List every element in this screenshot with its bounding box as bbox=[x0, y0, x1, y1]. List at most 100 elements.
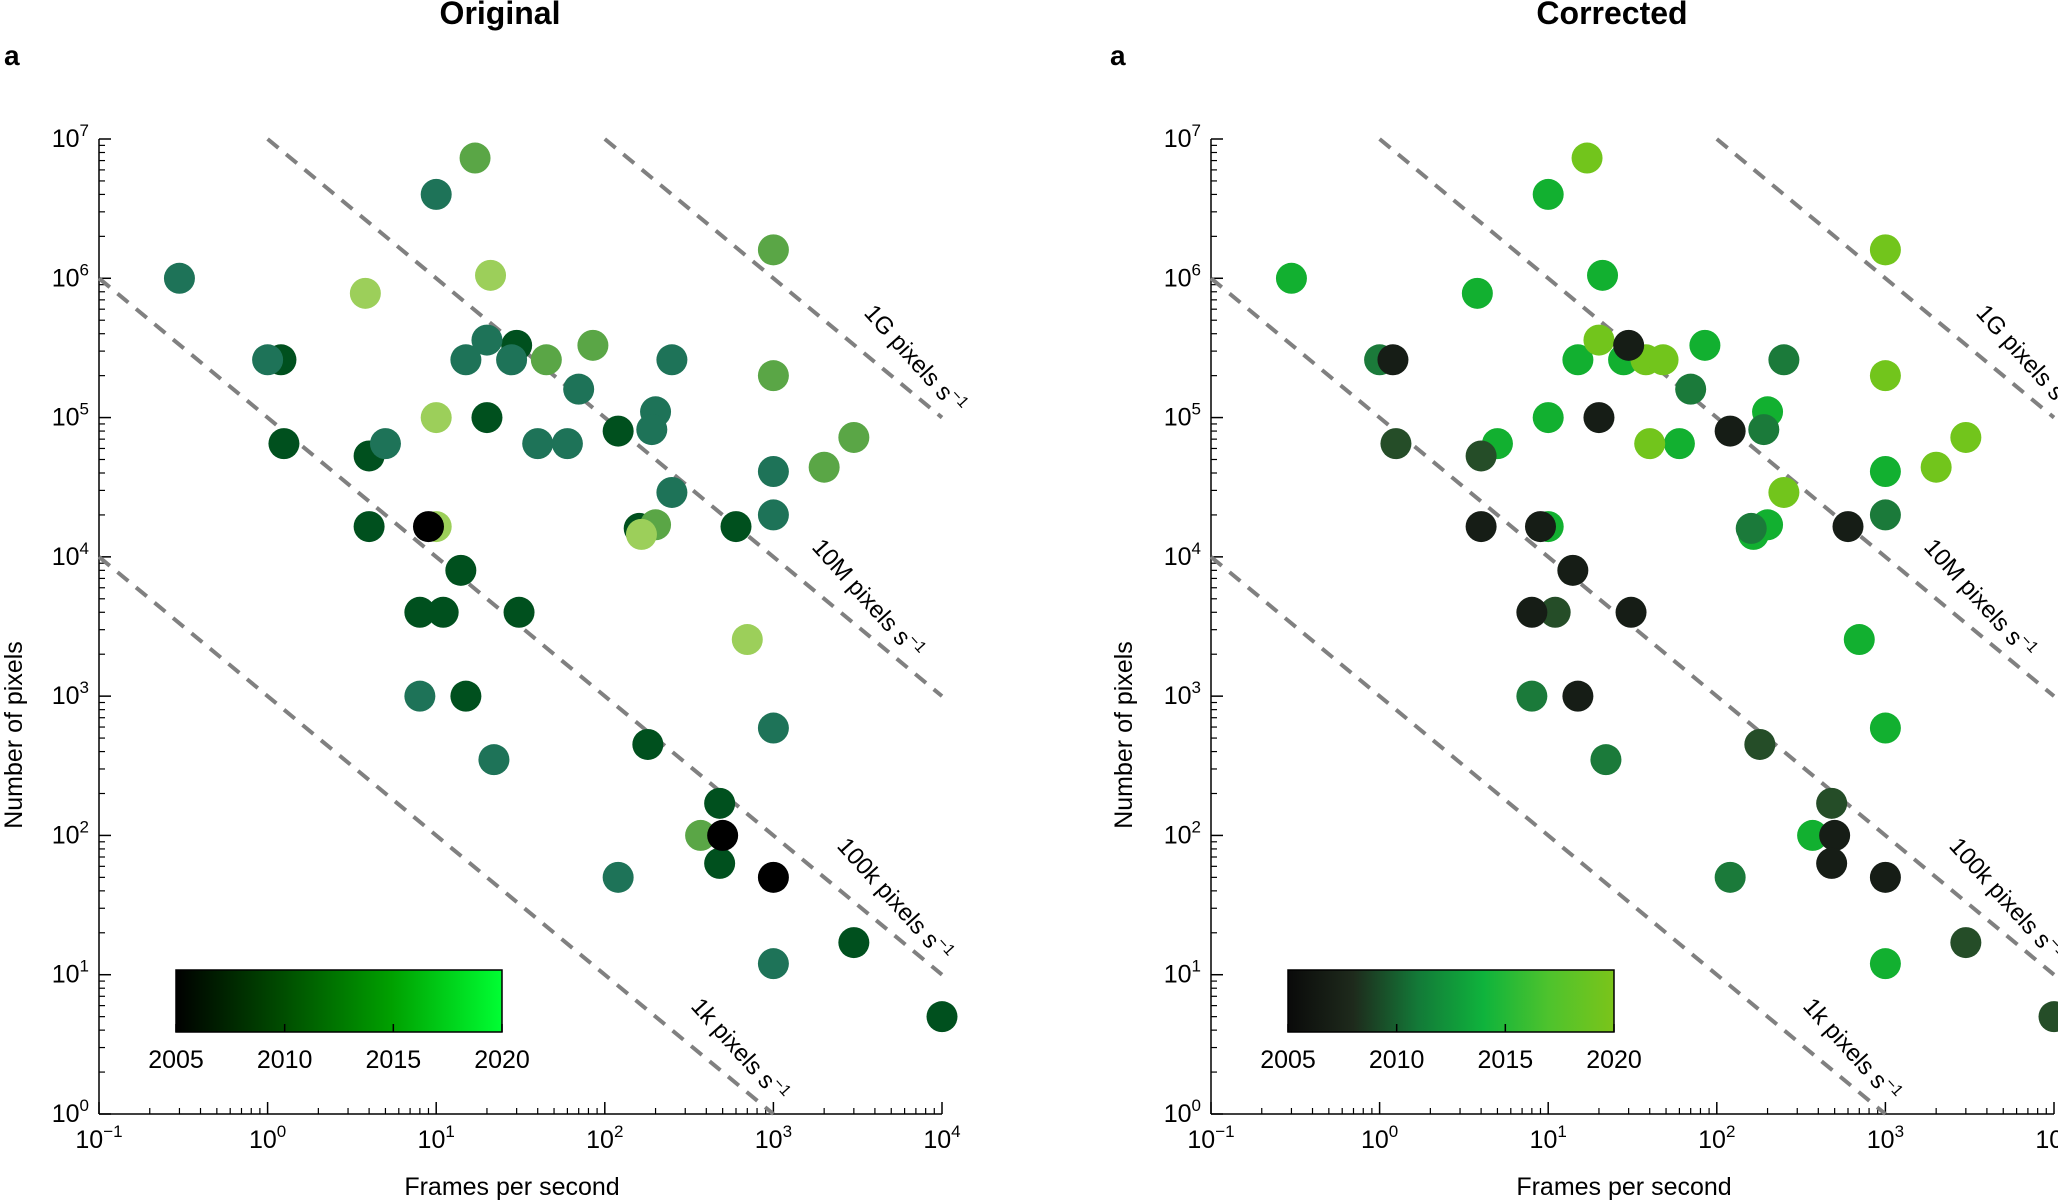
x-tick-label: 10−1 bbox=[75, 1122, 122, 1154]
tick-base: 10 bbox=[1164, 961, 1192, 989]
tick-base: 10 bbox=[1187, 1126, 1215, 1154]
x-tick-label: 102 bbox=[586, 1122, 623, 1154]
tick-exponent: 0 bbox=[277, 1122, 286, 1141]
y-tick-label: 105 bbox=[1164, 400, 1201, 432]
reference-line bbox=[1209, 555, 1887, 1116]
data-point bbox=[1634, 428, 1666, 460]
data-point bbox=[625, 518, 657, 550]
colorbar-bar bbox=[175, 969, 503, 1033]
data-point bbox=[450, 680, 482, 712]
data-points bbox=[163, 142, 958, 1033]
data-point bbox=[720, 511, 752, 543]
tick-exponent: 7 bbox=[1192, 121, 1201, 140]
tick-base: 10 bbox=[52, 682, 80, 710]
data-point bbox=[1819, 819, 1851, 851]
data-point bbox=[1816, 847, 1848, 879]
y-tick-label: 101 bbox=[52, 957, 89, 989]
data-point bbox=[1689, 329, 1721, 361]
panel-letter: a bbox=[4, 40, 20, 71]
data-point bbox=[496, 344, 528, 376]
tick-exponent: 6 bbox=[1192, 260, 1201, 279]
data-point bbox=[602, 861, 634, 893]
data-point bbox=[1832, 511, 1864, 543]
tick-exponent: 7 bbox=[80, 121, 89, 140]
data-point bbox=[1524, 511, 1556, 543]
data-point bbox=[685, 819, 717, 851]
data-point bbox=[757, 712, 789, 744]
data-point bbox=[475, 259, 507, 291]
y-tick-label: 100 bbox=[1164, 1096, 1201, 1128]
reference-line-label: 1k pixels s−1 bbox=[1797, 992, 1906, 1108]
panel-original: Original a Number of pixels Frames per s… bbox=[0, 0, 972, 1201]
data-point bbox=[1516, 596, 1548, 628]
data-point bbox=[1590, 744, 1622, 776]
line-label-main: 1G pixels s bbox=[1971, 300, 2058, 406]
tick-base: 10 bbox=[249, 1126, 277, 1154]
data-point bbox=[1532, 178, 1564, 210]
data-point bbox=[1768, 344, 1800, 376]
tick-base: 10 bbox=[52, 125, 80, 153]
data-point bbox=[636, 414, 668, 446]
reference-line bbox=[603, 137, 944, 420]
tick-base: 10 bbox=[1867, 1126, 1895, 1154]
data-point bbox=[838, 421, 870, 453]
data-point bbox=[268, 428, 300, 460]
data-point bbox=[163, 262, 195, 294]
data-point bbox=[1675, 373, 1707, 405]
tick-exponent: 4 bbox=[80, 539, 89, 558]
data-point bbox=[2038, 1001, 2058, 1033]
data-point bbox=[1950, 927, 1982, 959]
tick-base: 10 bbox=[1164, 1100, 1192, 1128]
colorbar-tick-label: 2005 bbox=[148, 1046, 204, 1074]
y-tick-label: 104 bbox=[1164, 539, 1201, 571]
data-point bbox=[1465, 511, 1497, 543]
tick-base: 10 bbox=[52, 1100, 80, 1128]
data-point bbox=[1587, 259, 1619, 291]
data-point bbox=[1583, 324, 1615, 356]
data-point bbox=[412, 511, 444, 543]
data-point bbox=[757, 861, 789, 893]
tick-exponent: 2 bbox=[80, 817, 89, 836]
data-point bbox=[353, 511, 385, 543]
data-point bbox=[1714, 861, 1746, 893]
axes: 10−1100101102103104100101102103104105106… bbox=[1164, 121, 2058, 1154]
data-point bbox=[1562, 680, 1594, 712]
data-point bbox=[707, 819, 739, 851]
tick-exponent: 5 bbox=[1192, 400, 1201, 419]
data-point bbox=[1869, 360, 1901, 392]
data-point bbox=[704, 787, 736, 819]
tick-exponent: 2 bbox=[1192, 817, 1201, 836]
y-tick-label: 103 bbox=[52, 678, 89, 710]
x-tick-label: 102 bbox=[1698, 1122, 1735, 1154]
data-point bbox=[656, 476, 688, 508]
y-axis-title: Number of pixels bbox=[1110, 641, 1138, 829]
x-tick-label: 100 bbox=[1361, 1122, 1398, 1154]
tick-exponent: 3 bbox=[1192, 678, 1201, 697]
tick-exponent: 4 bbox=[951, 1122, 960, 1141]
colorbar-tick-label: 2020 bbox=[474, 1046, 530, 1074]
x-axis-title: Frames per second bbox=[1516, 1173, 1731, 1201]
x-tick-label: 101 bbox=[1530, 1122, 1567, 1154]
y-tick-label: 102 bbox=[52, 817, 89, 849]
x-axis-title: Frames per second bbox=[404, 1173, 619, 1201]
data-point bbox=[1613, 329, 1645, 361]
tick-base: 10 bbox=[1698, 1126, 1726, 1154]
data-point bbox=[1748, 414, 1780, 446]
tick-exponent: 3 bbox=[1895, 1122, 1904, 1141]
data-point bbox=[808, 451, 840, 483]
data-point bbox=[450, 344, 482, 376]
data-point bbox=[1816, 787, 1848, 819]
tick-exponent: 3 bbox=[80, 678, 89, 697]
data-point bbox=[1869, 499, 1901, 531]
data-point bbox=[1615, 596, 1647, 628]
tick-base: 10 bbox=[586, 1126, 614, 1154]
data-point bbox=[1714, 415, 1746, 447]
x-tick-label: 103 bbox=[1867, 1122, 1904, 1154]
tick-base: 10 bbox=[1164, 682, 1192, 710]
data-point bbox=[577, 329, 609, 361]
data-point bbox=[1869, 234, 1901, 266]
data-point bbox=[757, 499, 789, 531]
reference-line bbox=[266, 137, 944, 698]
y-tick-label: 107 bbox=[52, 121, 89, 153]
tick-exponent: 1 bbox=[1557, 1122, 1566, 1141]
